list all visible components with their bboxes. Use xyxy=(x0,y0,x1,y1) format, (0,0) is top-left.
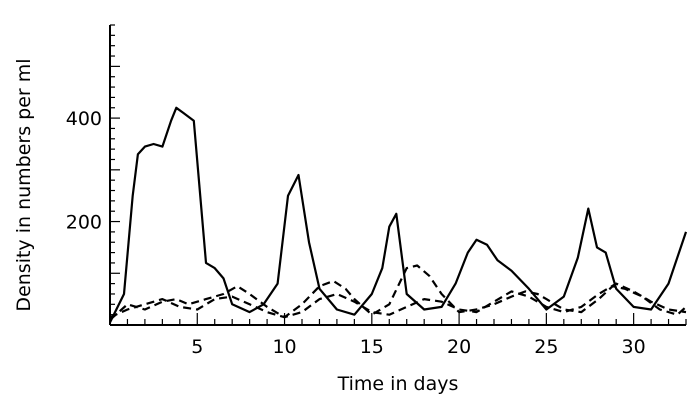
series-line-2 xyxy=(109,264,687,321)
x-tick-label: 10 xyxy=(272,336,296,358)
x-tick-label: 30 xyxy=(622,336,646,358)
x-axis-label: Time in days xyxy=(337,373,459,395)
plot-area: 5 10 15 20 25 30 200 400 xyxy=(66,24,687,358)
x-tick-label: 25 xyxy=(534,336,558,358)
y-tick-label: 400 xyxy=(66,108,102,130)
x-tick-label: 15 xyxy=(360,336,384,358)
series-line-3 xyxy=(109,282,687,319)
y-axis-label: Density in numbers per ml xyxy=(13,58,35,311)
x-tick-label: 5 xyxy=(191,336,203,358)
x-tick-label: 20 xyxy=(447,336,471,358)
y-tick-label: 200 xyxy=(66,212,102,234)
series-line-1 xyxy=(109,106,687,323)
